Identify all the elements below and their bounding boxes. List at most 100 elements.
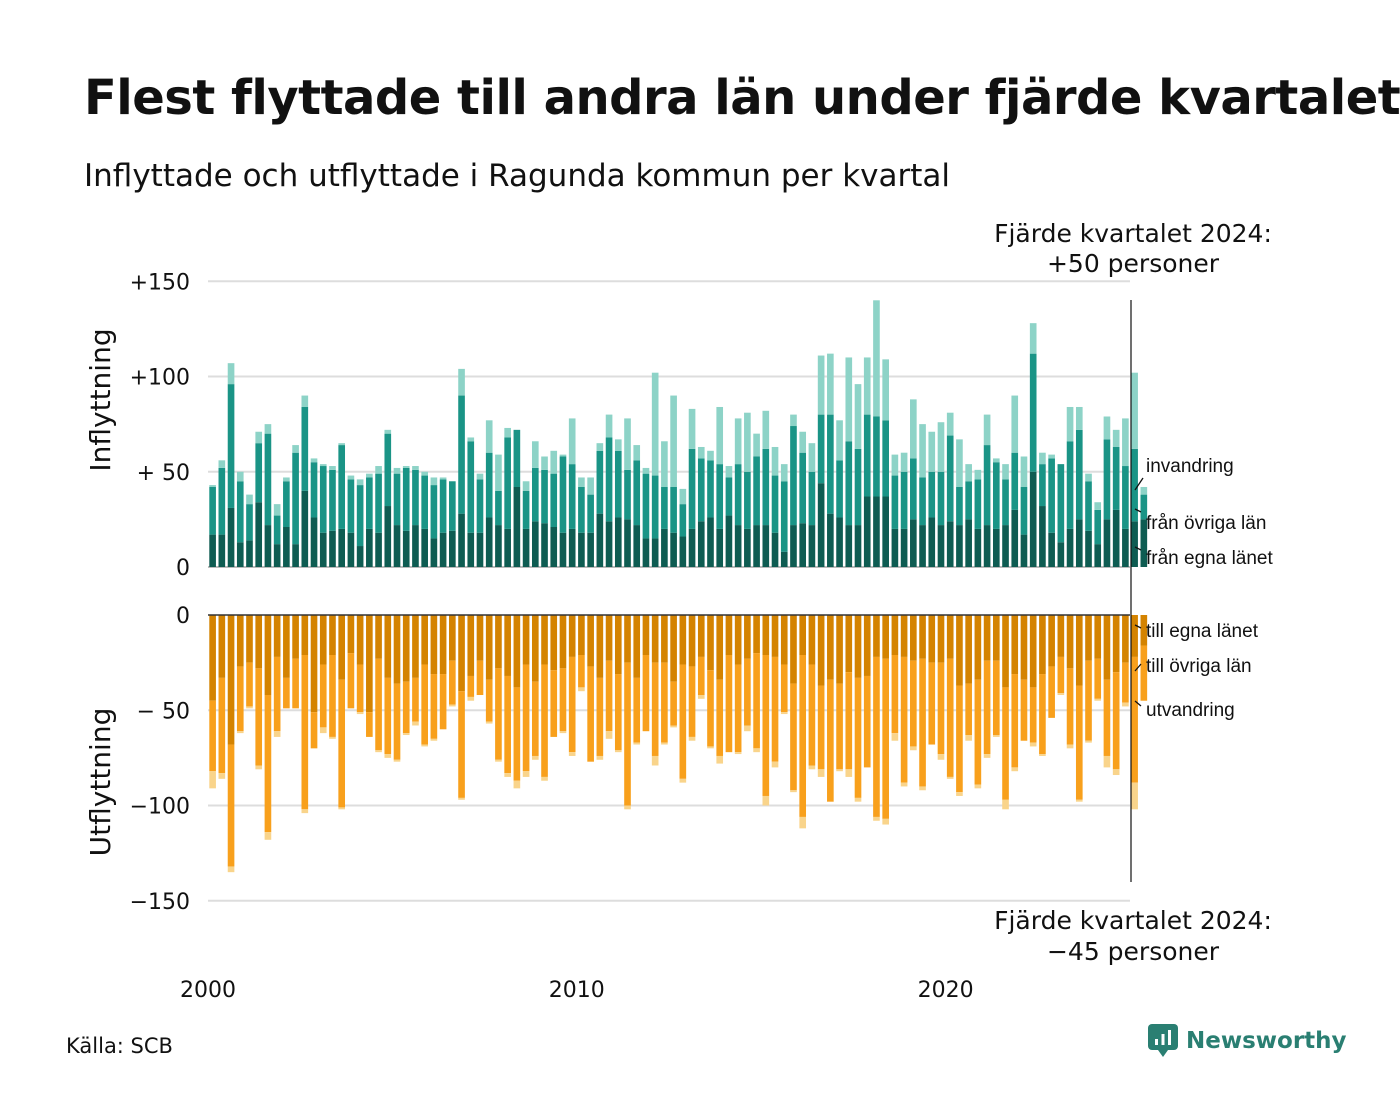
bar-outflow-own-county [236, 615, 244, 667]
bar-inflow-immigration [301, 395, 309, 407]
bar-outflow-other-counties [319, 664, 327, 728]
bar-outflow-own-county [439, 615, 447, 675]
bar-inflow-other-counties [1057, 464, 1065, 543]
bar-inflow-own-county [283, 526, 290, 567]
bar-outflow-own-county [790, 615, 797, 684]
bar-inflow-immigration [679, 488, 687, 505]
y-tick-label-outflow: −150 [130, 890, 190, 915]
bar-inflow-immigration [255, 431, 263, 444]
bar-inflow-other-counties [1075, 429, 1083, 520]
bar-outflow-emigration [891, 733, 899, 741]
bar-outflow-own-county [836, 615, 843, 684]
bar-outflow-own-county [670, 615, 677, 682]
bar-inflow-other-counties [319, 466, 327, 533]
bar-outflow-own-county [697, 615, 705, 657]
bar-inflow-own-county [661, 528, 668, 567]
bar-outflow-own-county [771, 615, 779, 657]
bar-inflow-immigration [1029, 323, 1037, 354]
bar-inflow-immigration [919, 424, 926, 478]
bar-outflow-emigration [956, 792, 963, 796]
bar-inflow-immigration [882, 359, 889, 421]
bar-outflow-other-counties [356, 664, 364, 713]
bar-outflow-other-counties [863, 675, 871, 768]
series-label-fran-ovriga-lan: från övriga län [1146, 513, 1266, 534]
bar-outflow-emigration [697, 695, 705, 699]
bar-outflow-emigration [1011, 767, 1019, 772]
bar-inflow-immigration [817, 355, 825, 415]
bar-outflow-other-counties [688, 666, 696, 737]
bar-outflow-own-county [688, 615, 696, 667]
bar-inflow-immigration [384, 429, 392, 434]
bar-inflow-other-counties [956, 486, 963, 526]
bar-outflow-emigration [836, 769, 843, 772]
bar-outflow-other-counties [744, 658, 751, 726]
bar-inflow-immigration [661, 441, 668, 487]
bar-outflow-other-counties [412, 677, 419, 722]
bar-outflow-other-counties [347, 653, 355, 709]
bar-outflow-emigration [1039, 754, 1046, 756]
bar-inflow-other-counties [900, 471, 908, 529]
bar-inflow-immigration [937, 422, 945, 472]
bar-inflow-own-county [1011, 509, 1019, 567]
bar-outflow-other-counties [559, 668, 567, 732]
bar-outflow-other-counties [513, 687, 521, 781]
bar-inflow-other-counties [292, 452, 299, 545]
bar-outflow-other-counties [845, 672, 853, 770]
y-tick-label-inflow: 0 [176, 556, 190, 581]
bar-inflow-immigration [1011, 395, 1019, 453]
bar-outflow-other-counties [1094, 658, 1102, 699]
bar-inflow-own-county [651, 538, 659, 567]
bar-outflow-emigration [246, 706, 253, 709]
bar-inflow-immigration [1112, 429, 1120, 447]
bar-inflow-immigration [421, 471, 428, 476]
bar-inflow-own-county [550, 526, 558, 567]
bar-outflow-other-counties [992, 660, 1000, 736]
bar-inflow-own-county [1029, 471, 1037, 567]
bar-inflow-own-county [347, 532, 355, 567]
bar-inflow-other-counties [273, 515, 281, 545]
source-note: Källa: SCB [66, 1034, 173, 1058]
bar-inflow-own-county [1066, 528, 1074, 567]
bar-inflow-own-county [744, 528, 751, 567]
bar-inflow-immigration [1039, 452, 1046, 465]
bar-inflow-immigration [319, 464, 327, 467]
bar-inflow-immigration [550, 450, 558, 474]
bar-outflow-own-county [375, 615, 382, 659]
y-tick-label-outflow: 0 [176, 604, 190, 629]
bar-inflow-own-county [1112, 509, 1120, 567]
bar-inflow-other-counties [854, 448, 862, 526]
bar-outflow-own-county [1094, 615, 1102, 659]
bar-inflow-immigration [946, 412, 954, 436]
bar-inflow-own-county [854, 525, 862, 567]
bar-outflow-own-county [605, 615, 613, 661]
bar-outflow-emigration [218, 773, 226, 779]
bar-inflow-own-county [762, 525, 770, 567]
bar-inflow-other-counties [1029, 353, 1037, 472]
bar-outflow-emigration [1131, 782, 1138, 810]
bar-outflow-own-county [817, 615, 825, 686]
bar-inflow-immigration [716, 406, 724, 465]
bar-outflow-own-county [550, 615, 558, 671]
bar-outflow-own-county [983, 615, 991, 661]
bar-inflow-other-counties [762, 448, 770, 526]
bar-inflow-other-counties [817, 414, 825, 484]
bar-outflow-other-counties [430, 674, 438, 739]
bar-outflow-other-counties [633, 677, 641, 743]
bar-inflow-other-counties [495, 490, 502, 526]
bar-outflow-other-counties [568, 656, 576, 753]
bar-inflow-other-counties [1048, 458, 1055, 533]
bar-outflow-own-county [1011, 615, 1019, 675]
bar-inflow-own-county [568, 528, 576, 567]
bar-inflow-immigration [873, 300, 880, 417]
bar-inflow-immigration [467, 437, 475, 442]
bar-inflow-immigration [366, 473, 373, 478]
bar-inflow-own-county [965, 519, 972, 567]
bar-inflow-immigration [827, 353, 834, 415]
bar-outflow-own-county [596, 615, 604, 678]
bar-outflow-other-counties [310, 712, 318, 749]
bar-inflow-immigration [587, 477, 594, 495]
bar-outflow-emigration [227, 866, 235, 873]
bar-outflow-own-county [283, 615, 290, 678]
bar-outflow-own-county [384, 615, 392, 678]
bar-outflow-emigration [412, 721, 419, 726]
